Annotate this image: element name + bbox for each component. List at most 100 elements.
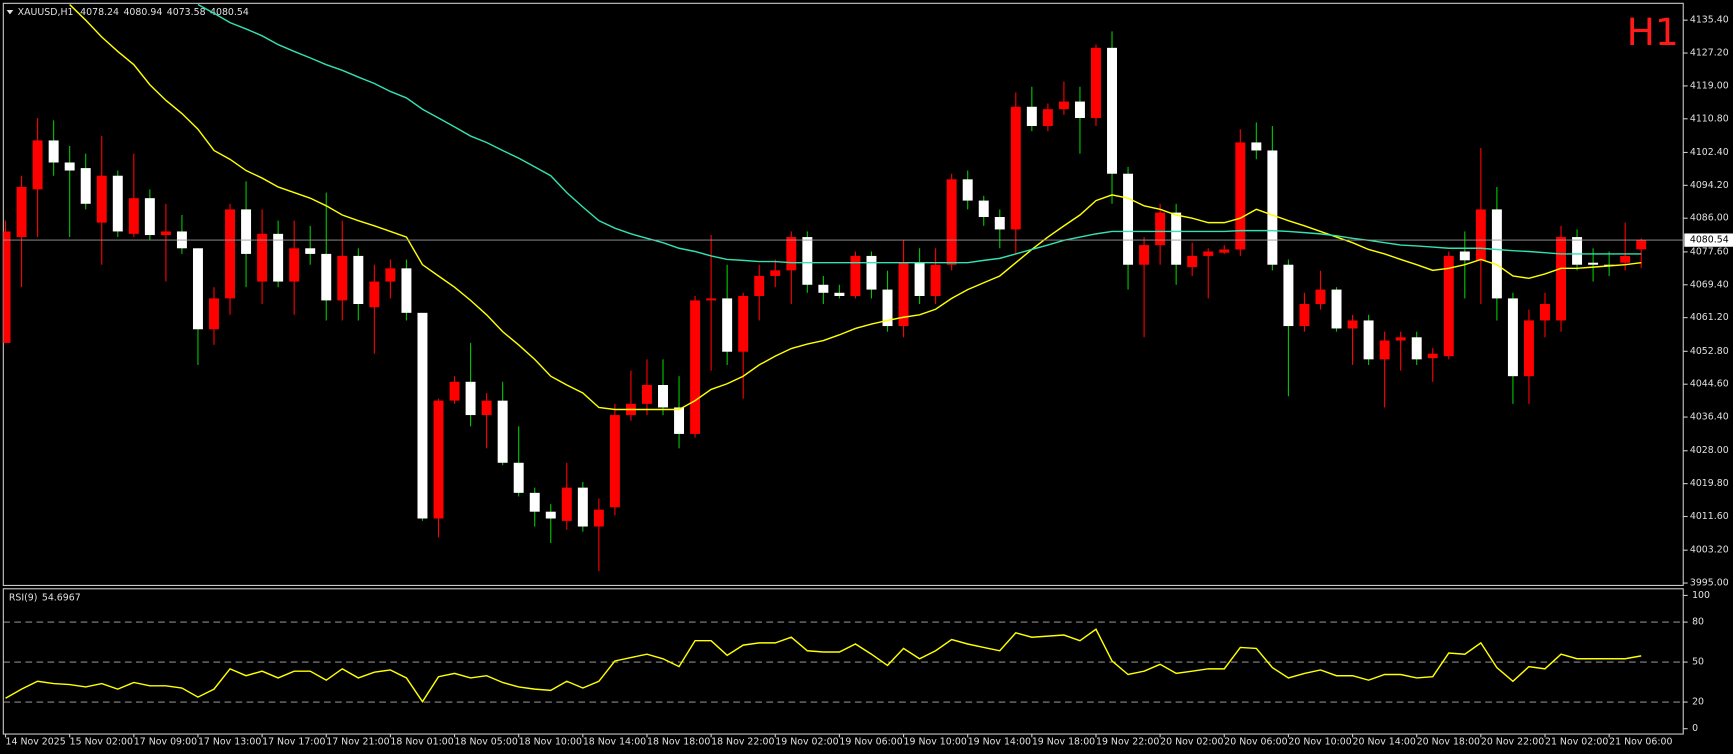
x-tick-label: 19 Nov 02:00 xyxy=(775,736,838,747)
candle-body xyxy=(609,415,620,508)
x-tick-label: 21 Nov 06:00 xyxy=(1609,736,1672,747)
candle-body xyxy=(1171,212,1182,265)
candle-body xyxy=(1042,109,1053,127)
candle-body xyxy=(64,162,75,171)
candle-body xyxy=(1203,251,1214,256)
candle-body xyxy=(1235,142,1246,250)
chart-header: XAUUSD,H1 4078.24 4080.94 4073.58 4080.54 xyxy=(18,7,249,18)
rsi-line xyxy=(5,628,1642,703)
candle-body xyxy=(545,511,556,519)
candle-body xyxy=(1540,304,1550,321)
y-tick-label: 4028.00 xyxy=(1690,445,1729,456)
rsi-plot xyxy=(3,621,1684,703)
y-tick-label: 4094.20 xyxy=(1690,180,1729,191)
candle-body xyxy=(866,255,877,290)
y-tick-label: 4003.20 xyxy=(1690,545,1729,556)
candle-body xyxy=(1074,101,1085,118)
y-tick-label: 4069.40 xyxy=(1690,279,1729,290)
candle-body xyxy=(273,233,284,282)
candle-body xyxy=(978,200,989,218)
candle-body xyxy=(225,209,236,299)
candle-body xyxy=(1395,337,1406,341)
x-tick-label: 18 Nov 05:00 xyxy=(455,736,518,747)
x-tick-label: 18 Nov 10:00 xyxy=(519,736,582,747)
x-tick-label: 18 Nov 14:00 xyxy=(583,736,646,747)
candle-body xyxy=(1588,262,1599,265)
candle-body xyxy=(786,237,797,271)
candle-body xyxy=(641,385,652,404)
candle-body xyxy=(80,168,91,204)
y-tick-label: 0 xyxy=(1692,723,1698,734)
candle-body xyxy=(321,253,332,301)
y-tick-label: 20 xyxy=(1692,697,1704,708)
candle-body xyxy=(1443,255,1454,357)
candle-body xyxy=(417,312,428,519)
candle-body xyxy=(1556,237,1567,321)
x-tick-label: 21 Nov 02:00 xyxy=(1545,736,1608,747)
last-low: 4073.58 xyxy=(167,7,206,18)
candle-body xyxy=(1507,298,1518,377)
x-tick-label: 19 Nov 18:00 xyxy=(1032,736,1095,747)
candle-body xyxy=(1331,289,1342,329)
candle-body xyxy=(1299,304,1310,327)
main-plot xyxy=(3,3,1647,572)
candle-body xyxy=(1459,251,1470,261)
x-tick-label: 18 Nov 01:00 xyxy=(390,736,453,747)
y-tick-label: 4127.20 xyxy=(1690,48,1729,59)
y-tick-label: 4119.00 xyxy=(1690,80,1729,91)
last-high: 4080.94 xyxy=(123,7,162,18)
candle-body xyxy=(706,298,717,301)
candle-body xyxy=(1155,212,1166,246)
y-tick-label: 4044.60 xyxy=(1690,379,1729,390)
candle-body xyxy=(1475,209,1486,261)
candle-body xyxy=(112,175,123,232)
y-tick-label: 4052.80 xyxy=(1690,346,1729,357)
x-tick-label: 20 Nov 06:00 xyxy=(1224,736,1287,747)
candle-body xyxy=(1187,255,1198,268)
candle-body xyxy=(561,487,572,521)
x-tick-label: 14 Nov 2025 xyxy=(6,736,66,747)
candle-body xyxy=(529,492,540,512)
candle-body xyxy=(577,487,588,527)
candle-body xyxy=(1523,320,1534,377)
y-tick-label: 50 xyxy=(1692,657,1704,668)
y-tick-label: 4102.40 xyxy=(1690,147,1729,158)
candle-body xyxy=(674,407,685,434)
candle-body xyxy=(1347,320,1358,329)
candle-body xyxy=(1219,249,1230,253)
candle-body xyxy=(128,198,139,234)
candle-body xyxy=(1572,237,1583,265)
candle-body xyxy=(738,295,749,352)
y-tick-label: 4011.60 xyxy=(1690,511,1729,522)
candle-body xyxy=(1315,289,1326,305)
y-tick-label: 4086.00 xyxy=(1690,213,1729,224)
candle-body xyxy=(690,300,701,434)
x-tick-label: 19 Nov 10:00 xyxy=(904,736,967,747)
candle-body xyxy=(513,462,524,493)
candle-body xyxy=(1107,47,1117,174)
candle-body xyxy=(962,179,973,201)
candle-body xyxy=(1123,173,1134,265)
candle-body xyxy=(1026,106,1037,127)
x-tick-label: 20 Nov 14:00 xyxy=(1353,736,1416,747)
x-tick-label: 19 Nov 06:00 xyxy=(839,736,902,747)
candle-body xyxy=(96,175,107,223)
candle-body xyxy=(770,270,781,276)
candle-body xyxy=(946,179,957,265)
candle-body xyxy=(48,140,59,163)
y-tick-label: 3995.00 xyxy=(1690,578,1729,589)
rsi-panel-frame xyxy=(2,588,1684,735)
timeframe-label: H1 xyxy=(1627,10,1679,54)
x-tick-label: 19 Nov 14:00 xyxy=(968,736,1031,747)
candle-body xyxy=(1491,209,1502,299)
candle-body xyxy=(802,237,813,285)
y-tick-label: 4019.80 xyxy=(1690,478,1729,489)
candle-body xyxy=(369,281,380,308)
candle-body xyxy=(257,233,268,282)
candle-body xyxy=(834,292,845,296)
menu-triangle xyxy=(6,9,14,15)
moving-average xyxy=(69,4,1642,411)
candle-body xyxy=(593,509,604,527)
candle-body xyxy=(433,400,444,519)
current-price-label: 4080.54 xyxy=(1690,235,1729,246)
